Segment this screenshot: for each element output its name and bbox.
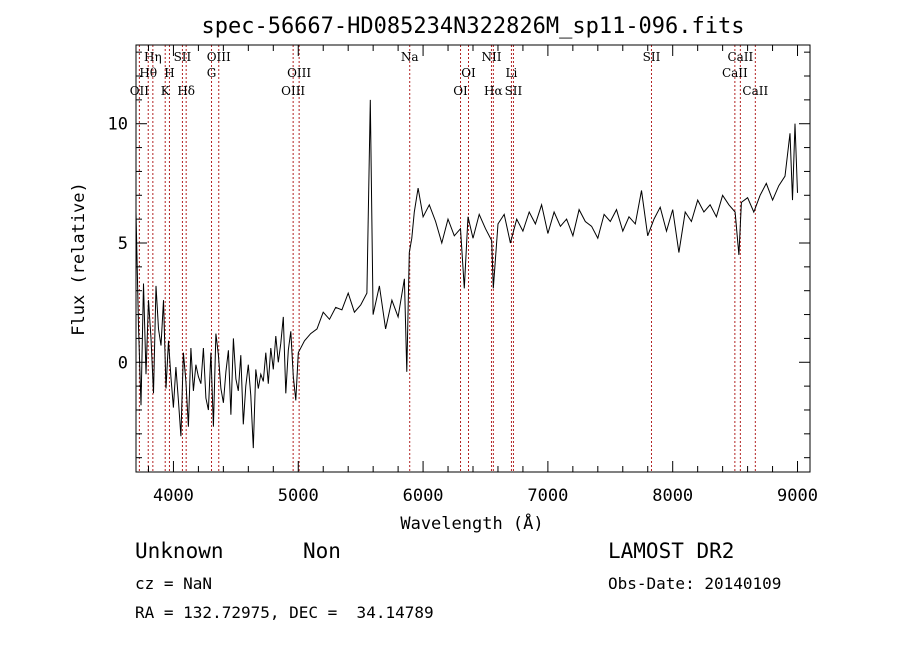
redshift-cz: cz = NaN xyxy=(135,574,213,593)
emission-line-markers xyxy=(138,45,756,472)
y-tick-label: 5 xyxy=(118,234,128,254)
line-marker-label: K xyxy=(161,84,171,98)
line-marker-label: CaII xyxy=(722,66,748,80)
x-tick-label: 8000 xyxy=(652,486,693,506)
spectrum-line xyxy=(135,99,798,449)
line-marker-label: OI xyxy=(461,66,476,80)
observation-date: Obs-Date: 20140109 xyxy=(608,574,782,593)
chart-title: spec-56667-HD085234N322826M_sp11-096.fit… xyxy=(201,14,744,39)
x-tick-label: 9000 xyxy=(777,486,818,506)
axis-ticks xyxy=(136,45,810,472)
line-marker-label: Na xyxy=(401,50,419,64)
line-marker-label: OII xyxy=(130,84,150,98)
y-tick-label: 10 xyxy=(108,115,128,135)
line-marker-label: Hα xyxy=(484,84,503,98)
x-axis-title: Wavelength (Å) xyxy=(400,512,543,534)
coordinates: RA = 132.72975, DEC = 34.14789 xyxy=(135,603,434,622)
line-marker-label: G xyxy=(207,66,217,80)
line-marker-label: NII xyxy=(481,50,501,64)
x-tick-label: 6000 xyxy=(403,486,444,506)
line-marker-label: SII xyxy=(174,50,192,64)
line-marker-label: CaII xyxy=(727,50,753,64)
line-marker-label: OIII xyxy=(281,84,305,98)
object-subclass: Non xyxy=(303,539,341,563)
object-class: Unknown xyxy=(135,539,224,563)
line-marker-label: SII xyxy=(643,50,661,64)
line-marker-label: SII xyxy=(505,84,523,98)
survey-name: LAMOST DR2 xyxy=(608,539,735,563)
y-axis-title: Flux (relative) xyxy=(69,182,89,336)
x-tick-label: 7000 xyxy=(527,486,568,506)
axis-tick-labels: 4000 5000 6000 7000 8000 9000 0 5 10 xyxy=(108,115,818,506)
line-marker-label: OIII xyxy=(207,50,231,64)
x-tick-label: 5000 xyxy=(278,486,319,506)
line-marker-label: Hθ xyxy=(139,66,157,80)
line-marker-label: Hη xyxy=(144,50,162,64)
y-tick-label: 0 xyxy=(118,353,128,373)
line-marker-label: H xyxy=(164,66,174,80)
plot-frame xyxy=(135,44,811,473)
line-marker-label: OI xyxy=(453,84,468,98)
line-marker-label: OIII xyxy=(287,66,311,80)
line-marker-label: CaII xyxy=(742,84,768,98)
x-tick-label: 4000 xyxy=(153,486,194,506)
line-marker-label: Hδ xyxy=(177,84,195,98)
line-marker-label: Li xyxy=(506,66,518,80)
emission-line-labels: OIIHθHηKHSIIHδGOIIIOIIIOIIINaOIOINIIHαLi… xyxy=(130,50,769,98)
